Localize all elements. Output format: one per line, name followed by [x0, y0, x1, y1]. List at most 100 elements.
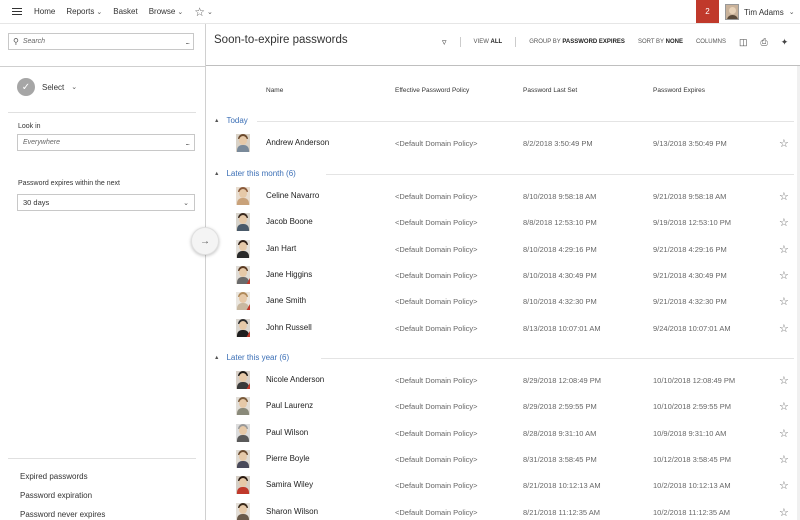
favorite-star-icon[interactable]: ☆ — [779, 269, 789, 282]
filter-icon[interactable]: ▿ — [442, 36, 447, 47]
avatar-face — [239, 320, 247, 330]
sort-by-value: NONE — [665, 39, 683, 45]
user-name-cell[interactable]: Jane Smith — [266, 296, 307, 306]
nav-home[interactable]: Home — [34, 7, 55, 16]
nav-home-label: Home — [34, 7, 56, 16]
table-row[interactable]: John Russell <Default Domain Policy> 8/13/… — [206, 315, 800, 341]
pin-icon[interactable]: ✦ — [780, 36, 789, 47]
notification-badge[interactable]: 2 — [696, 0, 719, 23]
link-password-expiration[interactable]: Password expiration — [20, 491, 93, 500]
group-header[interactable]: ▲ Later this year (6) — [214, 353, 289, 362]
column-header-name[interactable]: Name — [266, 87, 284, 94]
user-name-cell[interactable]: Pierre Boyle — [266, 453, 310, 463]
user-menu[interactable]: Tim Adams ⌄ — [725, 0, 795, 24]
last-set-cell: 8/28/2018 9:31:10 AM — [523, 428, 597, 438]
table-row[interactable]: Pierre Boyle <Default Domain Policy> 8/31/… — [206, 446, 800, 472]
policy-cell: <Default Domain Policy> — [395, 218, 478, 228]
favorite-star-icon[interactable]: ☆ — [779, 375, 789, 387]
user-name-cell[interactable]: Paul Wilson — [266, 427, 309, 437]
group-by-button[interactable]: GROUP BY PASSWORD EXPIRES — [529, 39, 625, 45]
columns-button[interactable]: COLUMNS — [695, 39, 726, 45]
last-set-cell: 8/10/2018 4:30:49 PM — [523, 270, 597, 280]
table-row[interactable]: Paul Laurenz <Default Domain Policy> 8/29/… — [206, 393, 800, 419]
group-header[interactable]: ▲ Later this month (6) — [214, 169, 296, 178]
user-name-cell[interactable]: Jane Higgins — [266, 269, 313, 279]
nav-reports[interactable]: Reports ⌄ — [66, 7, 102, 16]
group-by-value: PASSWORD EXPIRES — [562, 39, 625, 45]
select-button[interactable]: ✓ Select ⌄ — [17, 78, 77, 96]
expires-cell: 9/21/2018 4:32:30 PM — [653, 297, 727, 307]
group-divider — [321, 358, 794, 359]
user-name-cell[interactable]: Sharon Wilson — [266, 506, 319, 516]
favorite-star-icon[interactable]: ☆ — [779, 322, 789, 335]
more-options-icon[interactable]: ... — [185, 37, 190, 46]
table-row[interactable]: Samira Wiley <Default Domain Policy> 8/21/… — [206, 472, 800, 498]
table-row[interactable]: Sharon Wilson <Default Domain Policy> 8/21… — [206, 499, 800, 520]
print-icon[interactable]: ⎙ — [760, 36, 768, 47]
user-name-cell[interactable]: John Russell — [266, 322, 312, 332]
policy-cell: <Default Domain Policy> — [395, 192, 478, 201]
column-header-policy[interactable]: Effective Password Policy — [395, 87, 470, 94]
nav-favorites[interactable]: ☆ ⌄ — [194, 5, 213, 19]
expires-cell: 10/9/2018 9:31:10 AM — [653, 428, 727, 438]
avatar — [236, 134, 250, 152]
table-row[interactable]: Celine Navarro <Default Domain Policy> 8/1… — [206, 183, 800, 209]
avatar — [236, 371, 250, 389]
nav-reports-label: Reports — [66, 7, 95, 16]
table-row[interactable]: Andrew Anderson <Default Domain Policy> 8/… — [206, 130, 800, 156]
table-row[interactable]: Jan Hart <Default Domain Policy> 8/10/2018… — [206, 236, 800, 262]
favorite-star-icon[interactable]: ☆ — [779, 217, 789, 230]
chevron-down-icon: ⌄ — [788, 9, 795, 16]
user-name-cell[interactable]: Nicole Anderson — [266, 375, 325, 384]
table-row[interactable]: Jane Higgins <Default Domain Policy> 8/10/… — [206, 262, 800, 288]
more-options-icon[interactable]: ... — [185, 138, 190, 147]
user-name-cell[interactable]: Jan Hart — [266, 243, 297, 253]
link-expired-passwords[interactable]: Expired passwords — [20, 472, 88, 481]
favorite-star-icon[interactable]: ☆ — [779, 243, 789, 256]
favorite-star-icon[interactable]: ☆ — [779, 506, 789, 519]
favorite-star-icon[interactable]: ☆ — [779, 427, 789, 440]
table-row[interactable]: Nicole Anderson <Default Domain Policy> 8/… — [206, 367, 800, 393]
avatar — [236, 397, 250, 416]
favorite-star-icon[interactable]: ☆ — [779, 296, 789, 309]
hamburger-menu-icon[interactable] — [0, 0, 34, 24]
user-name-cell[interactable]: Andrew Anderson — [266, 138, 330, 147]
user-name-cell[interactable]: Jacob Boone — [266, 217, 313, 227]
nav-browse[interactable]: Browse ⌄ — [149, 7, 184, 16]
user-name-cell[interactable]: Paul Laurenz — [266, 401, 314, 411]
user-name-cell[interactable]: Samira Wiley — [266, 480, 314, 490]
last-set-cell: 8/10/2018 4:29:16 PM — [523, 244, 597, 254]
table-row[interactable]: Jacob Boone <Default Domain Policy> 8/8/20… — [206, 209, 800, 235]
link-password-never-expires[interactable]: Password never expires — [20, 510, 106, 519]
expires-cell: 9/24/2018 10:07:01 AM — [653, 323, 731, 333]
table-row[interactable]: Jane Smith <Default Domain Policy> 8/10/20… — [206, 288, 800, 314]
sort-by-button[interactable]: SORT BY NONE — [638, 39, 683, 45]
favorite-star-icon[interactable]: ☆ — [779, 191, 789, 203]
collapse-sidebar-button[interactable]: → — [191, 227, 219, 255]
table-row[interactable]: Paul Wilson <Default Domain Policy> 8/28/2… — [206, 420, 800, 446]
nav-basket[interactable]: Basket — [113, 7, 137, 16]
export-icon[interactable]: ◫ — [738, 36, 748, 47]
group-header[interactable]: ▲ Today — [214, 116, 248, 125]
column-header-expires[interactable]: Password Expires — [653, 87, 706, 94]
scrollbar[interactable] — [797, 66, 800, 520]
sort-by-prefix: SORT BY — [637, 39, 664, 45]
column-header-last-set[interactable]: Password Last Set — [523, 87, 578, 94]
search-input[interactable]: ⚲ Search ... — [8, 33, 194, 50]
look-in-field[interactable]: Everywhere ... — [17, 134, 195, 151]
expires-within-select[interactable]: 30 days ⌄ — [17, 194, 195, 211]
search-placeholder: Search — [22, 38, 46, 45]
expires-within-label: Password expires within the next — [18, 180, 120, 187]
divider — [206, 65, 800, 66]
checkmark-icon: ✓ — [17, 78, 35, 96]
view-button[interactable]: VIEW ALL — [474, 39, 503, 45]
policy-cell: <Default Domain Policy> — [395, 376, 478, 385]
page-title: Soon-to-expire passwords — [214, 34, 348, 46]
expires-cell: 10/2/2018 11:12:35 AM — [653, 507, 731, 517]
user-name-cell[interactable]: Celine Navarro — [266, 191, 320, 200]
favorite-star-icon[interactable]: ☆ — [779, 138, 789, 150]
favorite-star-icon[interactable]: ☆ — [779, 401, 789, 414]
favorite-star-icon[interactable]: ☆ — [779, 453, 789, 466]
favorite-star-icon[interactable]: ☆ — [779, 480, 789, 493]
view-prefix: VIEW — [473, 39, 489, 45]
